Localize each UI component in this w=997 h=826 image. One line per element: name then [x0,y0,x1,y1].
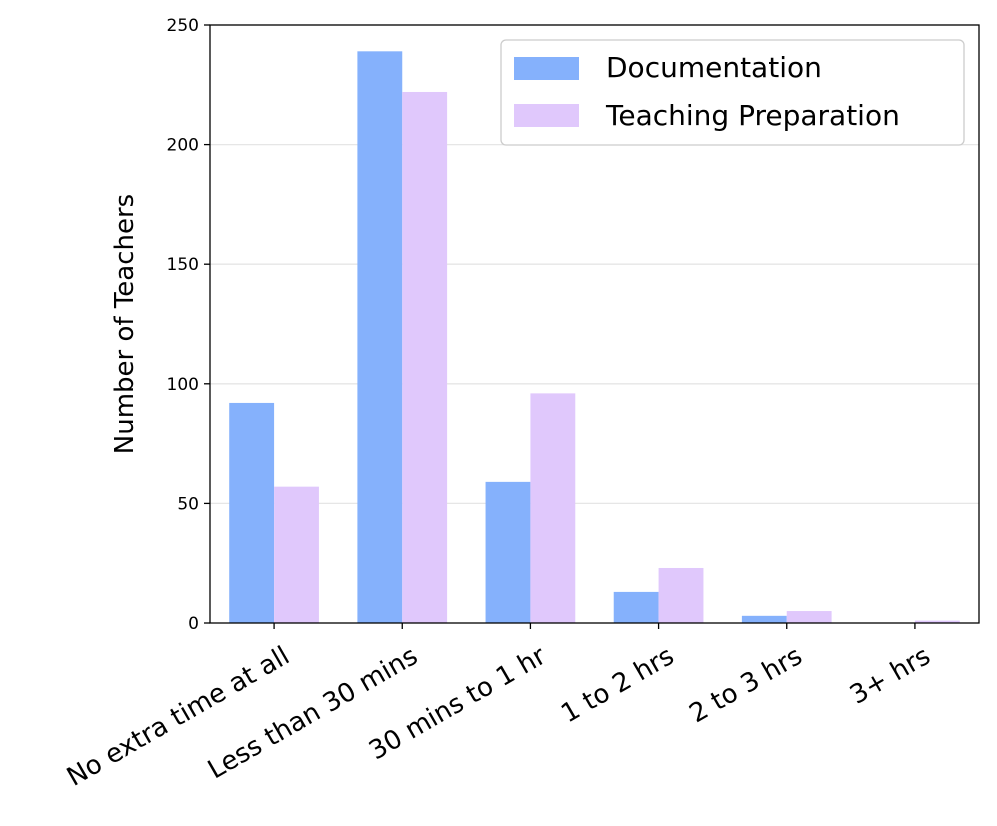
x-tick-label-1-to-2-hrs: 1 to 2 hrs [556,641,679,729]
x-tick-label-less-than-30-mins: Less than 30 mins [203,641,423,785]
x-tick-label-3-hrs: 3+ hrs [845,641,936,711]
bar-documentation-1-to-2-hrs [613,591,659,623]
y-axis: 0 50 100 150 200 250 [167,16,210,634]
y-tick-label-200: 200 [167,136,199,156]
bar-teaching-preparation-1-to-2-hrs [658,567,704,623]
legend-label-documentation: Documentation [606,51,822,84]
y-axis-title: Number of Teachers [110,194,140,454]
y-tick-label-150: 150 [167,255,199,275]
bar-documentation-2-to-3-hrs [741,615,787,623]
y-tick-label-50: 50 [177,494,199,514]
y-tick-label-100: 100 [167,375,199,395]
bar-teaching-preparation-2-to-3-hrs [786,611,832,623]
y-tick-label-250: 250 [167,16,199,36]
bar-documentation-less-than-30-mins [357,51,403,623]
bar-teaching-preparation-less-than-30-mins [402,91,448,623]
bar-documentation-30-mins-to-1-hr [485,481,531,623]
legend-swatch-teaching-preparation [514,104,579,127]
legend-swatch-documentation [514,57,579,80]
bar-teaching-preparation-30-mins-to-1-hr [530,393,576,623]
plot-frame [209,24,980,624]
bars [229,51,960,623]
legend-frame [500,39,965,146]
x-tick-label-2-to-3-hrs: 2 to 3 hrs [684,641,807,729]
y-tick-label-0: 0 [188,614,199,634]
legend: Documentation Teaching Preparation [500,39,965,146]
bar-documentation-no-extra-time-at-all [229,402,275,623]
legend-label-teaching-preparation: Teaching Preparation [605,99,900,132]
bar-teaching-preparation-no-extra-time-at-all [274,486,319,623]
x-tick-label-no-extra-time-at-all: No extra time at all [62,641,295,793]
bar-teaching-preparation-3-hrs [914,620,960,623]
